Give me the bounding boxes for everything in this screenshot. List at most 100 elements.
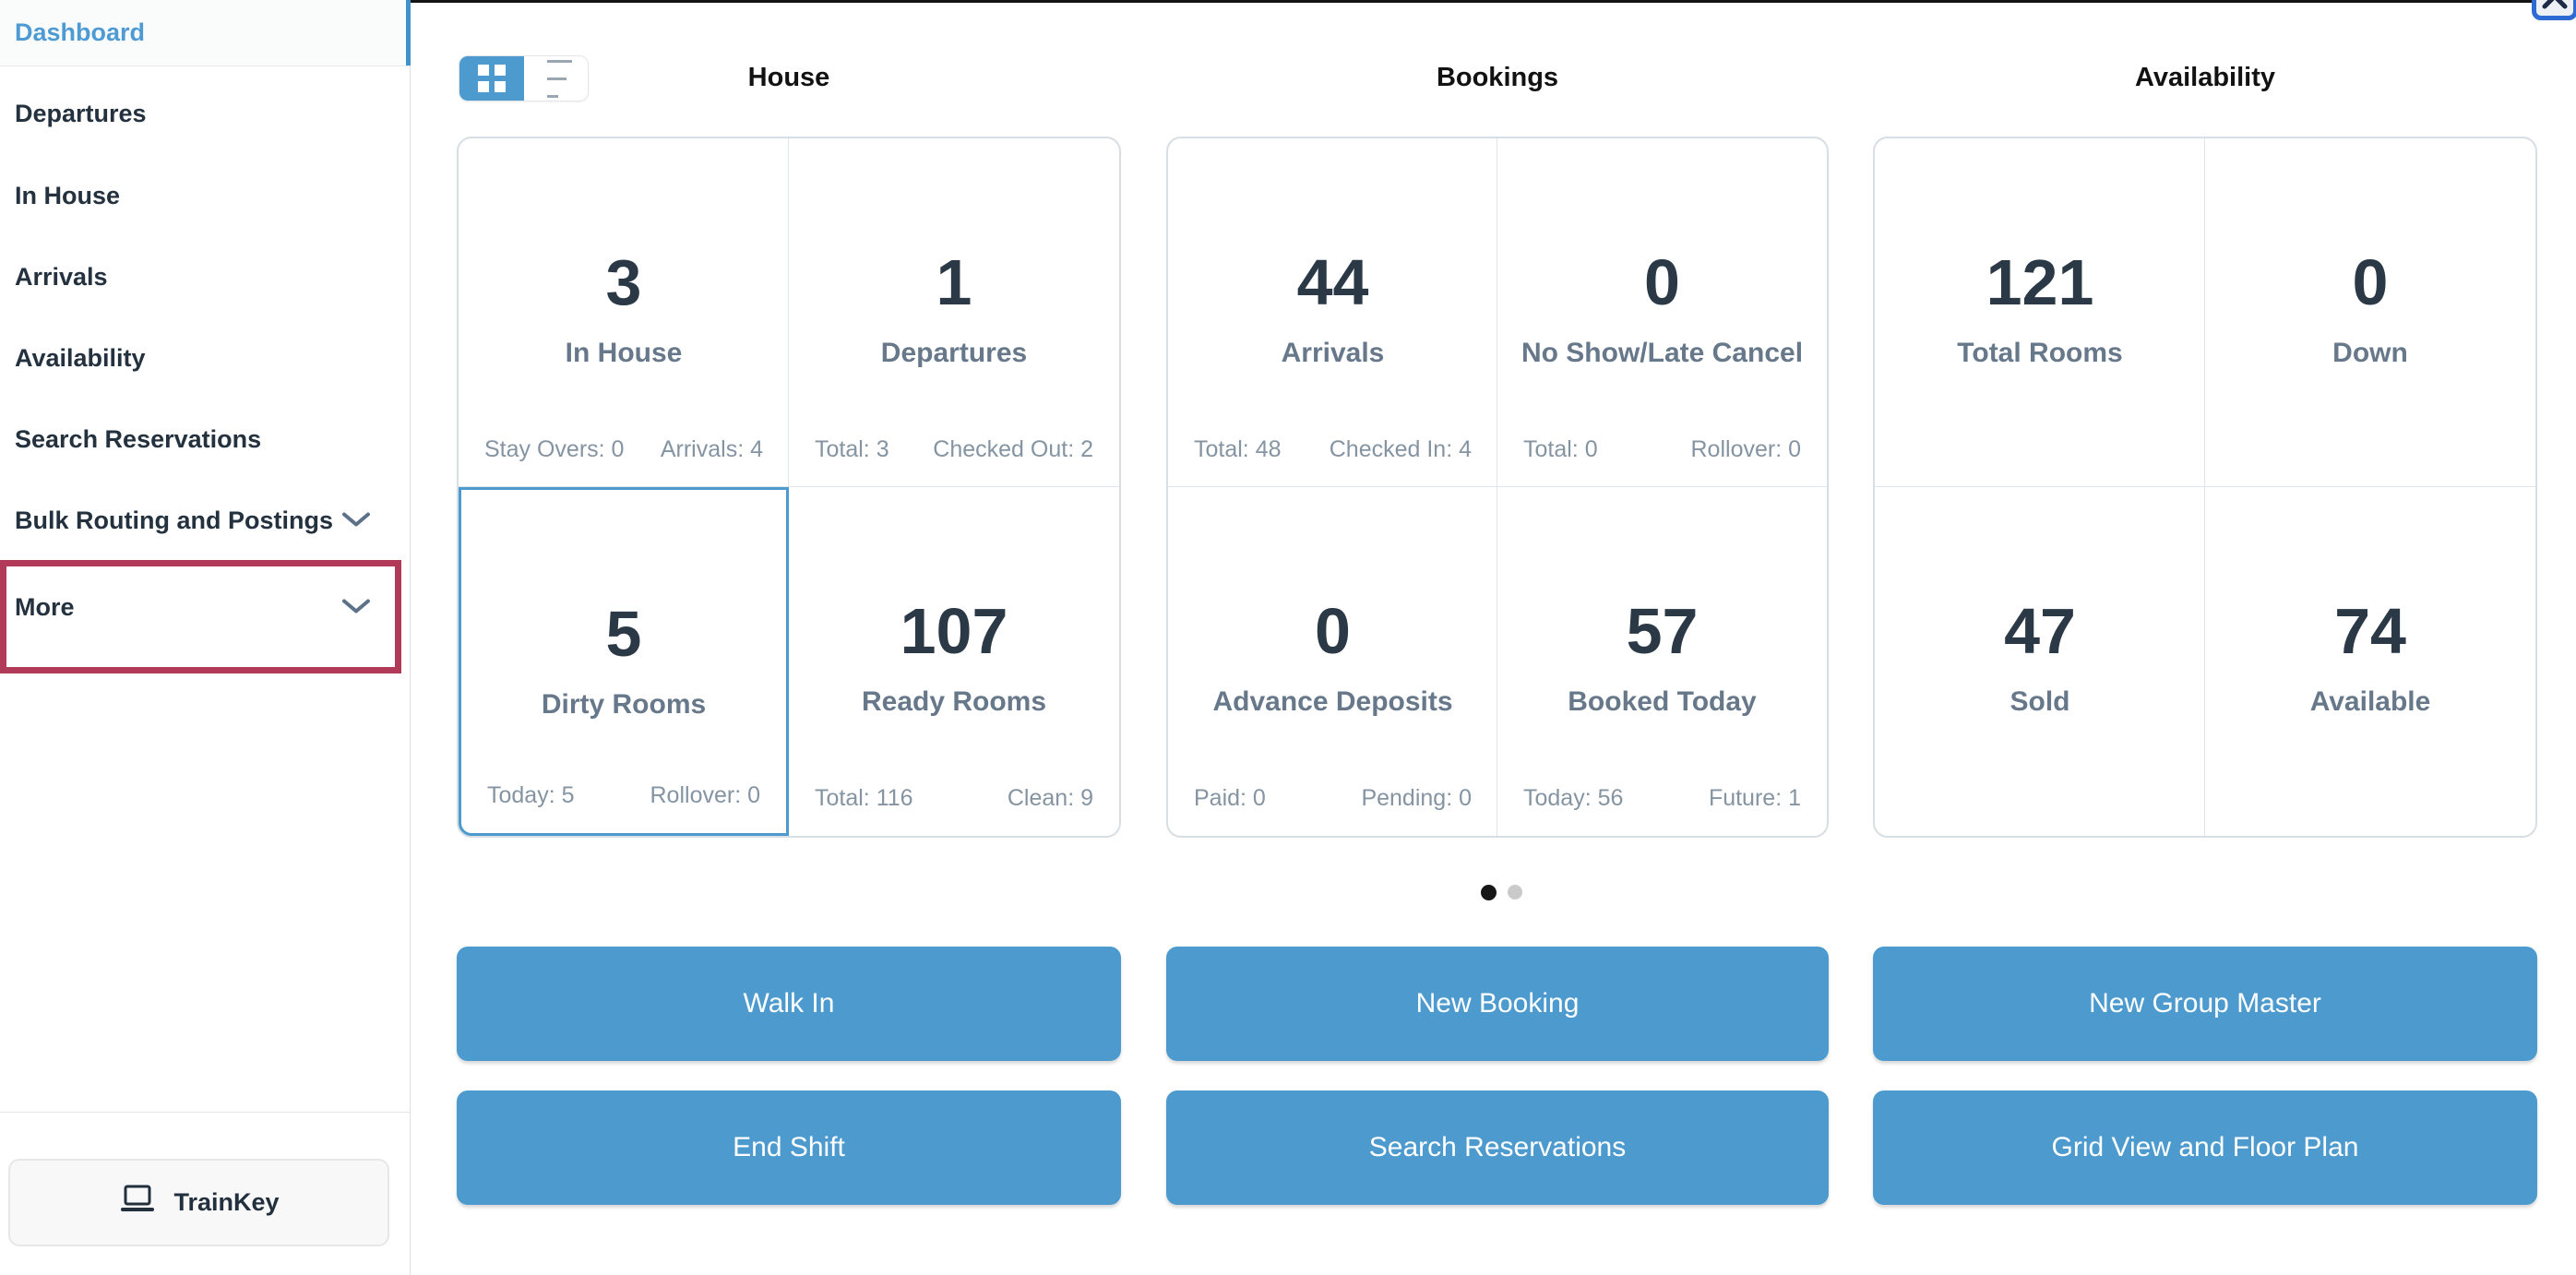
card-label: Departures [880, 338, 1028, 368]
sidebar-item-label: Departures [15, 99, 147, 127]
sidebar-item-arrivals[interactable]: Arrivals [0, 249, 411, 304]
chevron-down-icon [341, 506, 371, 535]
column-title-availability: Availability [2134, 63, 2276, 92]
card-label: Dirty Rooms [541, 689, 707, 720]
stat-card-departures[interactable]: 1 Departures Total: 3 Checked Out: 2 [789, 138, 1119, 487]
card-stat-right: Future: 1 [1708, 785, 1801, 811]
stat-card-ready-rooms[interactable]: 107 Ready Rooms Total: 116 Clean: 9 [789, 487, 1119, 836]
sidebar-item-departures[interactable]: Departures [0, 86, 411, 141]
card-stat-right: Checked Out: 2 [933, 436, 1093, 462]
card-stat-right: Checked In: 4 [1329, 436, 1472, 462]
window-top-border [0, 0, 2537, 3]
card-value: 44 [1296, 246, 1369, 318]
stat-card-arrivals[interactable]: 44 Arrivals Total: 48 Checked In: 4 [1168, 138, 1497, 487]
card-label: Ready Rooms [861, 686, 1047, 717]
sidebar-item-more[interactable]: More [0, 579, 411, 635]
stat-card-booked-today[interactable]: 57 Booked Today Today: 56 Future: 1 [1497, 487, 1827, 836]
sidebar-item-label: Availability [15, 343, 146, 372]
sidebar-divider [0, 1112, 410, 1113]
trainkey-button[interactable]: TrainKey [8, 1159, 389, 1246]
stat-card-no-show-late-cancel[interactable]: 0 No Show/Late Cancel Total: 0 Rollover:… [1497, 138, 1827, 487]
card-value: 0 [2352, 246, 2389, 318]
card-value: 121 [1986, 246, 2094, 318]
active-item-indicator [406, 0, 411, 66]
card-divider [1168, 486, 1827, 487]
card-stat-left: Stay Overs: 0 [484, 436, 625, 462]
card-stat-right: Pending: 0 [1361, 785, 1472, 811]
sidebar-item-search-reservations[interactable]: Search Reservations [0, 411, 411, 467]
sidebar-item-label: Dashboard [15, 18, 146, 46]
stat-card-advance-deposits[interactable]: 0 Advance Deposits Paid: 0 Pending: 0 [1168, 487, 1497, 836]
card-value: 74 [2334, 595, 2406, 667]
laptop-icon [118, 1184, 157, 1221]
card-value: 47 [2004, 595, 2076, 667]
end-shift-button[interactable]: End Shift [457, 1090, 1121, 1205]
list-view-button[interactable] [524, 56, 588, 101]
sidebar-item-availability[interactable]: Availability [0, 330, 411, 386]
chevron-down-icon [341, 593, 371, 622]
list-view-icon [547, 59, 588, 63]
card-label: No Show/Late Cancel [1521, 338, 1804, 368]
card-divider [1875, 486, 2535, 487]
sidebar-item-label: Search Reservations [15, 424, 262, 453]
card-label: In House [565, 338, 683, 368]
card-value: 5 [605, 598, 642, 670]
card-label: Booked Today [1568, 686, 1757, 717]
stat-card-total-rooms[interactable]: 121 Total Rooms [1875, 138, 2205, 487]
card-label: Total Rooms [1957, 338, 2123, 368]
sidebar-item-in-house[interactable]: In House [0, 168, 411, 223]
card-value: 107 [900, 595, 1008, 667]
stat-card-in-house[interactable]: 3 In House Stay Overs: 0 Arrivals: 4 [459, 138, 789, 487]
card-stat-left: Paid: 0 [1194, 785, 1266, 811]
grid-view-button[interactable] [459, 56, 524, 101]
card-stat-left: Total: 0 [1523, 436, 1598, 462]
pagination-dot[interactable] [1508, 885, 1522, 900]
pagination-dot-active[interactable] [1481, 885, 1497, 900]
search-reservations-button[interactable]: Search Reservations [1166, 1090, 1829, 1205]
sidebar-item-label: Arrivals [15, 262, 108, 291]
card-label: Down [2332, 338, 2408, 368]
card-value: 0 [1315, 595, 1351, 667]
column-title-house: House [747, 63, 830, 92]
card-label: Arrivals [1281, 338, 1385, 368]
card-divider [459, 486, 1119, 487]
card-value: 3 [605, 246, 642, 318]
close-button[interactable] [2532, 0, 2576, 20]
trainkey-label: TrainKey [173, 1188, 280, 1216]
card-stat-right: Arrivals: 4 [660, 436, 763, 462]
walk-in-button[interactable]: Walk In [457, 947, 1121, 1061]
sidebar-item-label: In House [15, 181, 121, 209]
grid-view-icon [478, 65, 506, 92]
close-icon [2541, 0, 2569, 16]
view-toggle [459, 55, 589, 101]
card-stat-left: Today: 5 [487, 782, 575, 808]
new-booking-button[interactable]: New Booking [1166, 947, 1829, 1061]
sidebar-item-dashboard[interactable]: Dashboard [0, 0, 411, 66]
card-value: 0 [1644, 246, 1680, 318]
sidebar-item-label: More [15, 592, 75, 621]
card-value: 57 [1626, 595, 1699, 667]
column-title-bookings: Bookings [1436, 63, 1559, 92]
stat-card-available[interactable]: 74 Available [2205, 487, 2535, 836]
new-group-master-button[interactable]: New Group Master [1873, 947, 2537, 1061]
card-stat-left: Total: 3 [815, 436, 889, 462]
card-stat-left: Today: 56 [1523, 785, 1624, 811]
sidebar-item-bulk-routing-and-postings[interactable]: Bulk Routing and Postings [0, 493, 411, 548]
card-group-availability: 121 Total Rooms 0 Down 47 Sold 74 Availa [1873, 137, 2537, 838]
stat-card-sold[interactable]: 47 Sold [1875, 487, 2205, 836]
grid-view-and-floor-plan-button[interactable]: Grid View and Floor Plan [1873, 1090, 2537, 1205]
stat-card-dirty-rooms[interactable]: 5 Dirty Rooms Today: 5 Rollover: 0 [459, 487, 789, 836]
card-group-bookings: 44 Arrivals Total: 48 Checked In: 4 0 No… [1166, 137, 1829, 838]
sidebar-item-label: Bulk Routing and Postings [15, 506, 333, 534]
stat-card-down[interactable]: 0 Down [2205, 138, 2535, 487]
card-label: Available [2309, 686, 2431, 717]
card-stat-left: Total: 116 [815, 785, 913, 811]
card-label: Advance Deposits [1212, 686, 1453, 717]
card-stat-left: Total: 48 [1194, 436, 1282, 462]
card-value: 1 [936, 246, 972, 318]
card-group-house: 3 In House Stay Overs: 0 Arrivals: 4 1 D… [457, 137, 1121, 838]
card-stat-right: Rollover: 0 [650, 782, 761, 808]
card-divider [2204, 138, 2205, 836]
sidebar: Dashboard Departures In House Arrivals A [0, 0, 411, 1275]
card-stat-right: Rollover: 0 [1690, 436, 1802, 462]
